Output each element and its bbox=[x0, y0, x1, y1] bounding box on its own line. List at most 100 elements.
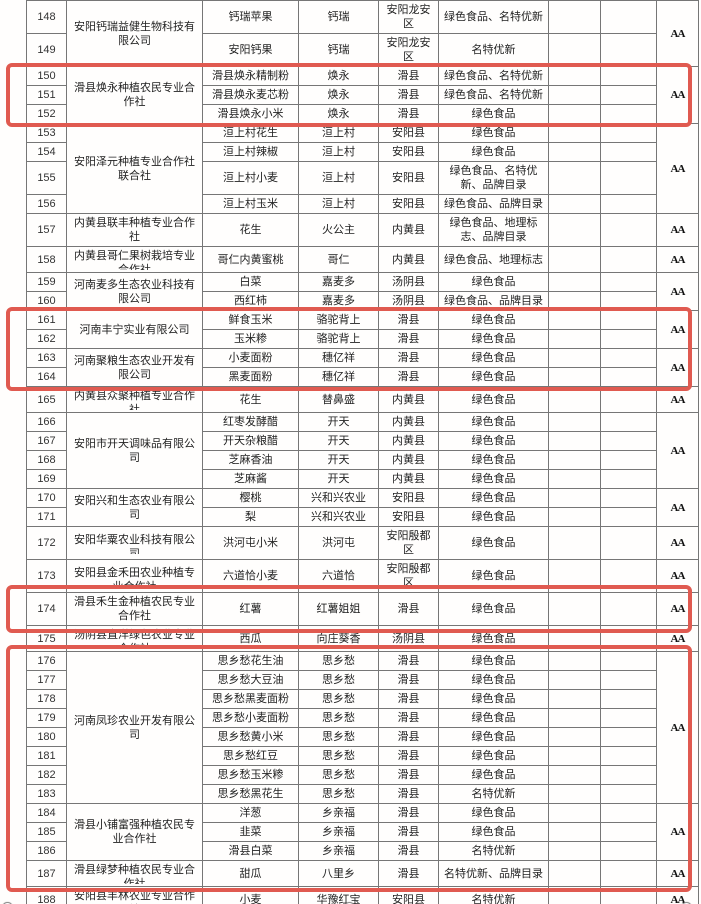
cell-row-number: 182 bbox=[26, 765, 67, 785]
cell-aa-grade: AA bbox=[656, 123, 699, 214]
cell-product: 芝麻香油 bbox=[202, 450, 299, 470]
cell-brand: 兴和兴农业 bbox=[298, 507, 379, 527]
company-name: 安阳兴和生态农业有限公司 bbox=[74, 494, 195, 521]
cell-brand: 穗亿祥 bbox=[298, 348, 379, 368]
cell-aa-grade: AA bbox=[656, 272, 699, 311]
cell-category: 绿色食品、名特优新 bbox=[438, 0, 549, 34]
cell-aa-grade: AA bbox=[656, 860, 699, 887]
cell-extra-2 bbox=[600, 104, 657, 124]
cell-extra-2 bbox=[600, 142, 657, 162]
cell-extra-2 bbox=[600, 367, 657, 387]
cell-brand: 思乡愁 bbox=[298, 746, 379, 766]
cell-category: 绿色食品 bbox=[438, 765, 549, 785]
cell-extra-1 bbox=[548, 272, 601, 292]
cell-region: 滑县 bbox=[378, 104, 439, 124]
cell-region: 内黄县 bbox=[378, 469, 439, 489]
table-row: 158 内黄县哥仁果树栽培专业合作社 哥仁内黄蜜桃 哥仁 内黄县 绿色食品、地理标志 AA bbox=[26, 246, 699, 273]
cell-category: 绿色食品 bbox=[438, 310, 549, 330]
cell-region: 滑县 bbox=[378, 822, 439, 842]
cell-extra-2 bbox=[600, 803, 657, 823]
cell-extra-1 bbox=[548, 450, 601, 470]
cell-category: 绿色食品 bbox=[438, 803, 549, 823]
cell-category: 绿色食品 bbox=[438, 469, 549, 489]
cell-row-number: 148 bbox=[26, 0, 67, 34]
cell-category: 绿色食品 bbox=[438, 104, 549, 124]
cell-extra-2 bbox=[600, 412, 657, 432]
cell-extra-2 bbox=[600, 708, 657, 728]
company-name: 河南丰宁实业有限公司 bbox=[79, 323, 190, 336]
cell-row-number: 177 bbox=[26, 670, 67, 690]
cell-region: 内黄县 bbox=[378, 213, 439, 247]
cell-brand: 思乡愁 bbox=[298, 689, 379, 709]
cell-extra-2 bbox=[600, 886, 657, 904]
company-name: 滑县焕永种植农民专业合作社 bbox=[74, 82, 195, 108]
cell-category: 绿色食品 bbox=[438, 689, 549, 709]
cell-aa-grade: AA bbox=[656, 488, 699, 527]
cell-row-number: 162 bbox=[26, 329, 67, 349]
cell-extra-1 bbox=[548, 746, 601, 766]
cell-category: 绿色食品、品牌目录 bbox=[438, 291, 549, 311]
table-row: 166 安阳市开天调味品有限公司 红枣发酵醋 开天 内黄县 绿色食品 AA bbox=[26, 412, 699, 489]
cell-brand: 乡亲福 bbox=[298, 822, 379, 842]
cell-extra-2 bbox=[600, 689, 657, 709]
cell-category: 绿色食品 bbox=[438, 507, 549, 527]
table-row: 170 安阳兴和生态农业有限公司 樱桃 兴和兴农业 安阳县 绿色食品 AA bbox=[26, 488, 699, 527]
cell-company: 安阳华粟农业科技有限公司 bbox=[66, 526, 203, 560]
cell-product: 西瓜 bbox=[202, 625, 299, 652]
cell-region: 滑县 bbox=[378, 310, 439, 330]
cell-extra-1 bbox=[548, 291, 601, 311]
cell-brand: 思乡愁 bbox=[298, 708, 379, 728]
table-row: 151 滑县焕永麦芯粉 焕永 滑县 绿色食品、名特优新 bbox=[26, 85, 699, 105]
cell-extra-2 bbox=[600, 329, 657, 349]
cell-product: 思乡愁黑花生 bbox=[202, 784, 299, 804]
cell-category: 名特优新 bbox=[438, 33, 549, 67]
cell-extra-2 bbox=[600, 860, 657, 887]
cell-row-number: 160 bbox=[26, 291, 67, 311]
cell-company: 内黄县哥仁果树栽培专业合作社 bbox=[66, 246, 203, 273]
cell-brand: 向庄葵香 bbox=[298, 625, 379, 652]
company-name: 河南聚粮生态农业开发有限公司 bbox=[74, 354, 195, 381]
cell-extra-1 bbox=[548, 469, 601, 489]
cell-brand: 火公主 bbox=[298, 213, 379, 247]
company-name: 内黄县众聚种植专业合作社 bbox=[74, 390, 195, 410]
cell-row-number: 181 bbox=[26, 746, 67, 766]
table-row: 165 内黄县众聚种植专业合作社 花生 替鼻盛 内黄县 绿色食品 AA bbox=[26, 386, 699, 413]
cell-company: 安阳兴和生态农业有限公司 bbox=[66, 488, 203, 527]
cell-extra-1 bbox=[548, 33, 601, 67]
cell-extra-1 bbox=[548, 431, 601, 451]
cell-category: 绿色食品、品牌目录 bbox=[438, 194, 549, 214]
cell-region: 汤阴县 bbox=[378, 625, 439, 652]
cell-category: 绿色食品 bbox=[438, 348, 549, 368]
cell-aa-grade: AA bbox=[656, 246, 699, 273]
cell-extra-2 bbox=[600, 85, 657, 105]
cell-row-number: 168 bbox=[26, 450, 67, 470]
table-row: 153 安阳泽元种植专业合作社联合社 洹上村花生 洹上村 安阳县 绿色食品 AA bbox=[26, 123, 699, 214]
cell-region: 内黄县 bbox=[378, 246, 439, 273]
cell-extra-2 bbox=[600, 727, 657, 747]
cell-category: 绿色食品 bbox=[438, 592, 549, 626]
cell-category: 绿色食品 bbox=[438, 412, 549, 432]
cell-category: 绿色食品 bbox=[438, 625, 549, 652]
cell-extra-1 bbox=[548, 85, 601, 105]
cell-aa-grade: AA bbox=[656, 592, 699, 626]
cell-brand: 思乡愁 bbox=[298, 670, 379, 690]
table-row: 173 安阳县金禾田农业种植专业合作社 六道恰小麦 六道恰 安阳殷都区 绿色食品 AA bbox=[26, 559, 699, 593]
cell-region: 滑县 bbox=[378, 689, 439, 709]
table-row: 182 思乡愁玉米糁 思乡愁 滑县 绿色食品 bbox=[26, 765, 699, 785]
cell-brand: 思乡愁 bbox=[298, 765, 379, 785]
cell-row-number: 158 bbox=[26, 246, 67, 273]
cell-category: 绿色食品、地理标志、品牌目录 bbox=[438, 213, 549, 247]
cell-extra-2 bbox=[600, 526, 657, 560]
cell-category: 名特优新 bbox=[438, 784, 549, 804]
cell-product: 鲜食玉米 bbox=[202, 310, 299, 330]
company-name: 安阳市开天调味品有限公司 bbox=[74, 437, 195, 464]
cell-region: 汤阴县 bbox=[378, 272, 439, 292]
cell-extra-1 bbox=[548, 592, 601, 626]
cell-aa-grade: AA bbox=[656, 412, 699, 489]
table-row: 163 河南聚粮生态农业开发有限公司 小麦面粉 穗亿祥 滑县 绿色食品 AA bbox=[26, 348, 699, 387]
table-row: 155 洹上村小麦 洹上村 安阳县 绿色食品、名特优新、品牌目录 bbox=[26, 161, 699, 195]
table-row: 175 汤阴县直洋绿色农业专业合作社 西瓜 向庄葵香 汤阴县 绿色食品 AA bbox=[26, 625, 699, 652]
cell-extra-2 bbox=[600, 784, 657, 804]
cell-region: 滑县 bbox=[378, 708, 439, 728]
cell-product: 梨 bbox=[202, 507, 299, 527]
